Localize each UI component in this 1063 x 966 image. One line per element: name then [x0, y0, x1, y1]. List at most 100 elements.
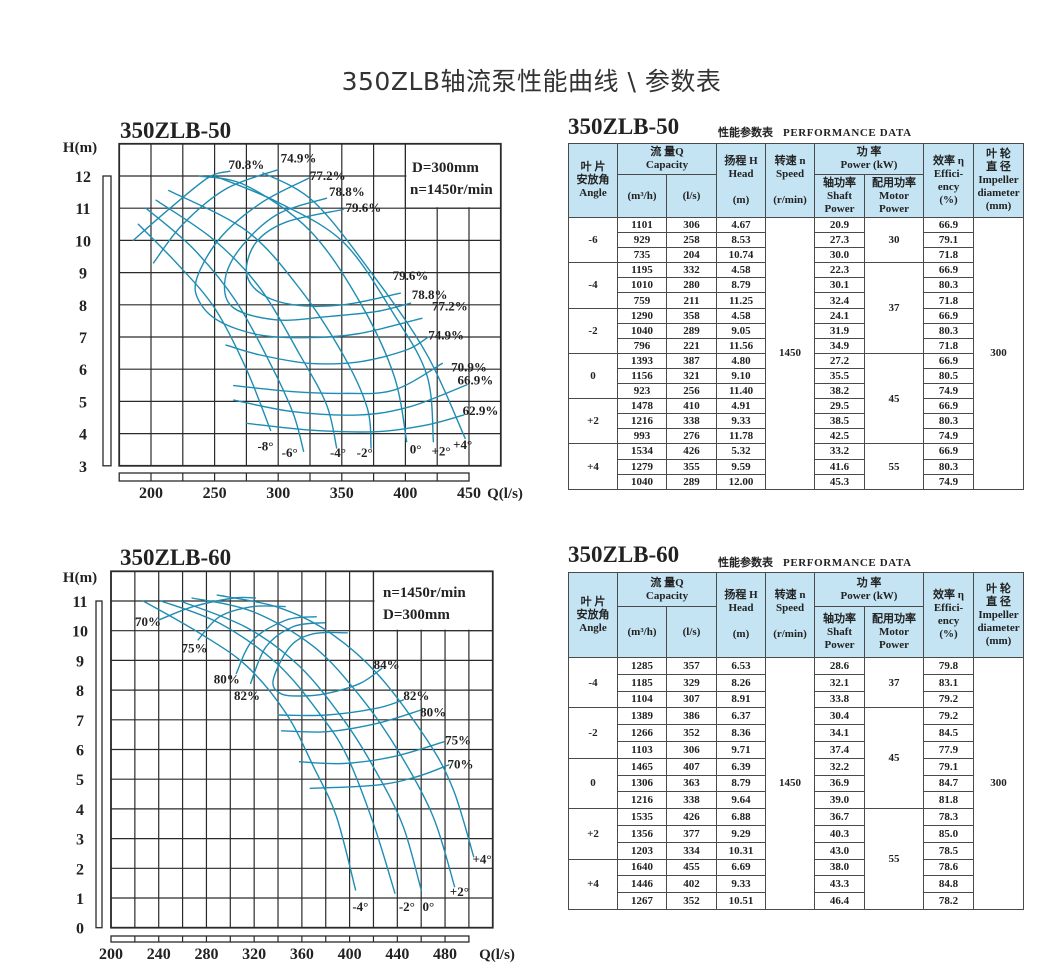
angle-label: +2°	[431, 443, 450, 458]
shaft-power-cell: 33.2	[814, 443, 866, 460]
efficiency-label: 75%	[445, 733, 471, 748]
x-tick-label: 400	[393, 485, 417, 502]
shaft-power-cell: 29.5	[814, 398, 866, 415]
head-cell: 8.26	[716, 673, 767, 692]
motor-power-cell: 45	[864, 707, 925, 810]
capacity-ls-cell: 221	[665, 337, 718, 354]
table-subtitle-en: PERFORMANCE DATA	[783, 557, 912, 569]
efficiency-cell: 66.9	[923, 352, 975, 369]
chart-0: 350ZLB-50 H(m) Q(l/s) 3 4 5 6 7 8 9 10 11 12 200 250 30…	[63, 118, 523, 502]
capacity-ls-cell: 334	[665, 841, 718, 860]
capacity-m3h-cell: 1040	[617, 473, 667, 490]
motor-power-cell: 55	[864, 808, 925, 910]
capacity-m3h-cell: 796	[617, 337, 667, 354]
head-cell: 5.32	[716, 443, 767, 460]
chart-title: 350ZLB-60	[120, 545, 231, 570]
shaft-power-cell: 30.1	[814, 277, 866, 294]
capacity-ls-cell: 338	[665, 413, 718, 430]
x-tick-label: 300	[266, 485, 290, 502]
table-row: 1266 352 8.36 34.1 84.5	[569, 724, 1024, 742]
capacity-m3h-cell: 1185	[617, 673, 667, 692]
capacity-m3h-cell: 1285	[617, 657, 667, 675]
efficiency-label: 79.6%	[346, 200, 382, 215]
efficiency-curve	[233, 362, 443, 395]
head-cell: 6.69	[716, 858, 767, 877]
motor-power-cell: 37	[864, 656, 925, 709]
blade-angle-cell: 0	[568, 352, 618, 400]
capacity-ls-cell: 280	[665, 277, 718, 294]
efficiency-curve	[194, 177, 423, 339]
angle-label: +4°	[453, 437, 472, 452]
table-subtitle-cn: 性能参数表	[718, 557, 773, 569]
efficiency-curve	[249, 622, 326, 684]
header-efficiency: 效率 η Effici-ency (%)	[923, 572, 975, 658]
capacity-m3h-cell: 1203	[617, 841, 667, 860]
capacity-m3h-cell: 1356	[617, 824, 667, 843]
blade-angle-cell: -4	[568, 656, 618, 709]
head-cell: 4.58	[716, 262, 767, 279]
efficiency-curve	[158, 596, 257, 621]
table-row: -2 1290 358 4.58 24.1 66.9	[568, 307, 1024, 354]
head-cell: 10.74	[716, 247, 767, 264]
y-tick-label: 0	[76, 921, 84, 938]
shaft-power-cell: 22.3	[814, 262, 866, 279]
shaft-power-cell: 39.0	[814, 791, 866, 810]
efficiency-cell: 78.6	[923, 858, 975, 877]
y-tick-label: 10	[75, 233, 91, 250]
efficiency-curve	[225, 336, 429, 365]
table-subtitle-en: PERFORMANCE DATA	[783, 127, 912, 139]
capacity-m3h-cell: 1101	[617, 216, 667, 234]
chart-1: 350ZLB-60 H(m) Q(l/s) 0 1 2 3 4 5 6 7 8 9 10 11 200 240 2…	[63, 545, 515, 963]
efficiency-cell: 79.8	[923, 657, 975, 675]
table-subtitle: 性能参数表 PERFORMANCE DATA	[718, 554, 912, 570]
head-cell: 12.00	[716, 473, 767, 490]
efficiency-curve	[272, 631, 383, 697]
head-cell: 8.79	[716, 277, 767, 294]
table-row: 1306 363 8.79 36.9 84.7	[569, 774, 1024, 793]
capacity-m3h-cell: 735	[617, 247, 667, 264]
capacity-m3h-cell: 759	[617, 292, 667, 309]
head-cell: 9.71	[716, 740, 767, 759]
angle-label: -4°	[330, 445, 346, 460]
efficiency-cell: 85.0	[923, 824, 975, 843]
efficiency-curve	[197, 605, 286, 641]
y-tick-label: 8	[79, 298, 87, 315]
head-cell: 6.88	[716, 808, 767, 826]
efficiency-cell: 78.3	[923, 808, 975, 826]
capacity-m3h-cell: 1266	[617, 724, 667, 742]
efficiency-curve	[235, 616, 317, 675]
speed-cell: 1450	[765, 217, 816, 490]
capacity-m3h-cell: 1306	[617, 774, 667, 793]
y-tick-label: 4	[79, 427, 87, 444]
x-tick-label: 400	[338, 946, 362, 963]
shaft-power-cell: 27.2	[814, 352, 866, 369]
efficiency-label: 84%	[374, 657, 400, 672]
shaft-power-cell: 32.2	[814, 757, 866, 776]
blade-angle-cell: +4	[568, 858, 618, 910]
chart-annotation: n=1450r/min	[383, 585, 466, 601]
head-cell: 4.58	[716, 307, 767, 324]
head-cell: 8.36	[716, 724, 767, 742]
capacity-m3h-cell: 1267	[617, 892, 667, 910]
efficiency-cell: 74.9	[923, 428, 975, 445]
shaft-power-cell: 30.0	[814, 247, 866, 264]
table-row: 993 276 11.78 42.5 74.9	[569, 428, 1024, 445]
head-cell: 9.05	[716, 322, 767, 339]
efficiency-label: 80%	[420, 704, 446, 719]
blade-angle-cell: +2	[568, 398, 618, 445]
efficiency-cell: 80.3	[923, 458, 975, 475]
shaft-power-cell: 27.3	[814, 232, 866, 249]
angle-curve	[137, 223, 272, 432]
efficiency-curve	[280, 709, 422, 733]
angle-curve	[213, 175, 435, 443]
header-capacity-m3h: (m³/h)	[617, 606, 667, 658]
efficiency-cell: 79.2	[923, 690, 975, 709]
header-shaft-power: 轴功率 Shaft Power	[814, 606, 866, 658]
capacity-m3h-cell: 1216	[617, 413, 667, 430]
shaft-power-cell: 32.4	[814, 292, 866, 309]
efficiency-curve	[245, 414, 465, 433]
shaft-power-cell: 43.3	[814, 875, 866, 894]
efficiency-label: 70.9%	[451, 360, 487, 375]
table-row: 1356 377 9.29 40.3 85.0	[569, 824, 1024, 843]
blade-angle-cell: -2	[568, 707, 618, 759]
